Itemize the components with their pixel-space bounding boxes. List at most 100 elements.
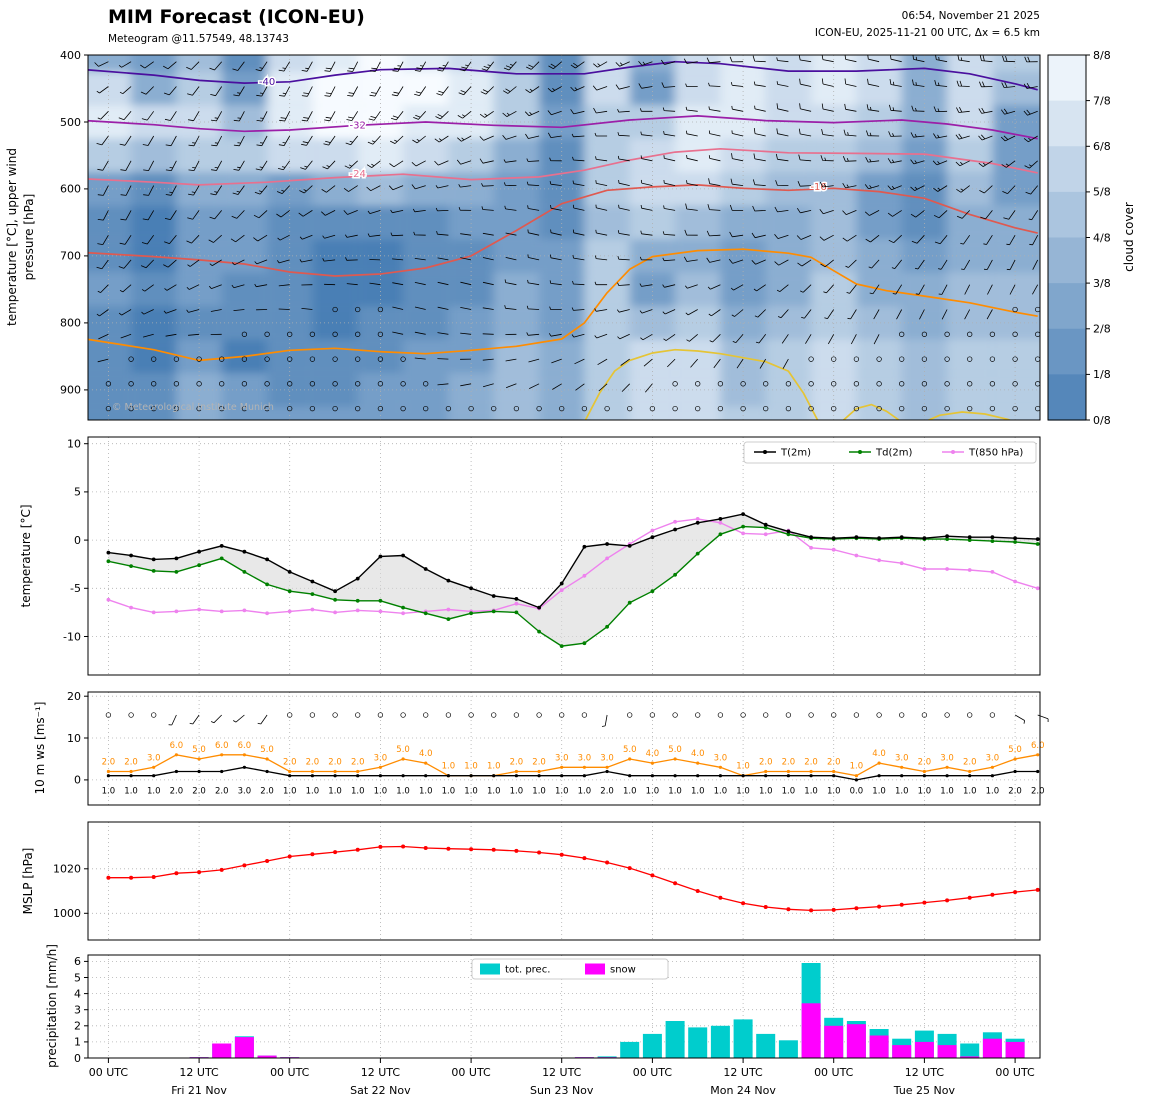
gust-value-label: 3.0 [374, 753, 388, 763]
upper-wind-barb [219, 356, 225, 362]
cloud-cell [131, 406, 177, 420]
day-label: Fri 21 Nov [171, 1084, 227, 1097]
upper-wind-barb [663, 155, 676, 162]
legend-label: T(2m) [780, 448, 811, 459]
mslp-line [108, 845, 1038, 912]
upper-wind-barb [1032, 284, 1039, 295]
bar-snow [846, 1024, 866, 1058]
upper-wind-barb [892, 284, 903, 295]
cloud-cell [539, 205, 585, 240]
upper-wind-barb [309, 331, 316, 337]
series-marker [265, 582, 269, 587]
cloud-cell [765, 205, 811, 240]
cloud-cell [403, 406, 449, 420]
cloud-cell [584, 239, 630, 273]
colorbar-tick-label: 3/8 [1093, 277, 1111, 290]
upper-wind-barb [547, 86, 562, 93]
dewpoint-spread-fill [108, 514, 1038, 647]
gust-value-label: 1.0 [442, 762, 456, 772]
upper-wind-barb [324, 111, 336, 122]
upper-wind-barb [468, 405, 474, 412]
upper-wind-barb [400, 405, 406, 412]
upper-wind-barb [983, 259, 993, 270]
cloud-cell [811, 272, 857, 307]
series-marker [718, 517, 723, 521]
upper-wind-barb [662, 231, 676, 236]
bar-total-precip [688, 1027, 708, 1058]
isotherm--24 [88, 147, 1038, 186]
upper-wind-barb [413, 231, 426, 236]
ws-marker [968, 774, 972, 778]
upper-wind-barb [708, 178, 721, 186]
cloud-cell [403, 55, 449, 72]
gust-marker [809, 769, 813, 774]
upper-wind-barb [776, 128, 789, 137]
upper-wind-barb [94, 61, 109, 67]
upper-wind-barb [118, 111, 132, 121]
upper-wind-barb [241, 356, 248, 362]
upper-wind-barb [574, 358, 585, 365]
upper-wind-barb [231, 284, 245, 289]
bar-total-precip [960, 1043, 980, 1058]
upper-wind-barb [187, 86, 200, 96]
upper-wind-barb [989, 356, 996, 362]
gust-value-label: 5.0 [260, 745, 274, 755]
upper-wind-barb [824, 309, 835, 319]
series-marker [809, 545, 813, 550]
upper-wind-barb [301, 111, 313, 122]
upper-wind-barb [754, 309, 766, 318]
gust-marker [174, 753, 178, 757]
upper-wind-barb [785, 405, 792, 412]
cloud-cell [765, 339, 811, 374]
upper-wind-barb [173, 381, 180, 387]
ws-marker [129, 774, 133, 778]
upper-wind-barb [934, 234, 948, 245]
upper-wind-barb [933, 133, 948, 139]
upper-wind-barb [888, 234, 902, 244]
upper-wind-barb [188, 160, 200, 171]
cloud-cell [493, 406, 539, 420]
ws-value-label: 1.0 [986, 786, 1000, 796]
upper-wind-barb [119, 135, 132, 146]
upper-wind-barb [233, 309, 245, 311]
upper-wind-barb [763, 381, 769, 387]
upper-wind-barb [141, 234, 155, 245]
upper-wind-barb [278, 61, 291, 72]
upper-wind-barb [595, 156, 608, 162]
upper-wind-barb [276, 210, 290, 218]
gust-marker [424, 761, 428, 765]
cloud-cell [448, 339, 494, 374]
upper-wind-barb [389, 160, 404, 168]
mslp-marker [174, 871, 179, 876]
upper-wind-barb [709, 334, 721, 343]
ws-value-label: 0.0 [850, 786, 864, 796]
upper-wind-barb [1024, 56, 1038, 63]
surface-wind-barb [105, 712, 112, 718]
cloud-cell [629, 205, 675, 240]
upper-wind-barb [343, 185, 358, 192]
upper-wind-barb [120, 160, 132, 171]
upper-wind-barb [299, 185, 313, 194]
upper-wind-barb [639, 309, 653, 314]
upper-wind-barb [233, 111, 245, 122]
upper-wind-barb [457, 110, 472, 119]
ws-value-label: 1.0 [555, 786, 569, 796]
upper-wind-barb [505, 232, 517, 236]
upper-wind-barb [256, 135, 268, 147]
ws-marker [1036, 769, 1040, 774]
upper-wind-barb [505, 257, 517, 261]
upper-wind-barb [196, 356, 202, 362]
gust-line [108, 754, 1038, 777]
upper-wind-barb [479, 158, 494, 164]
upper-wind-barb [911, 234, 925, 244]
upper-wind-barb [279, 86, 291, 97]
upper-wind-barb [956, 185, 970, 193]
upper-wind-barb [956, 80, 970, 87]
series-marker [1035, 542, 1040, 546]
cloud-cell [403, 205, 449, 240]
model-info: ICON-EU, 2025-11-21 00 UTC, Δx = 6.5 km [814, 27, 1040, 39]
upper-wind-barb [188, 333, 200, 336]
upper-wind-barb [752, 205, 766, 212]
upper-wind-barb [287, 381, 293, 387]
upper-wind-barb [754, 105, 766, 112]
